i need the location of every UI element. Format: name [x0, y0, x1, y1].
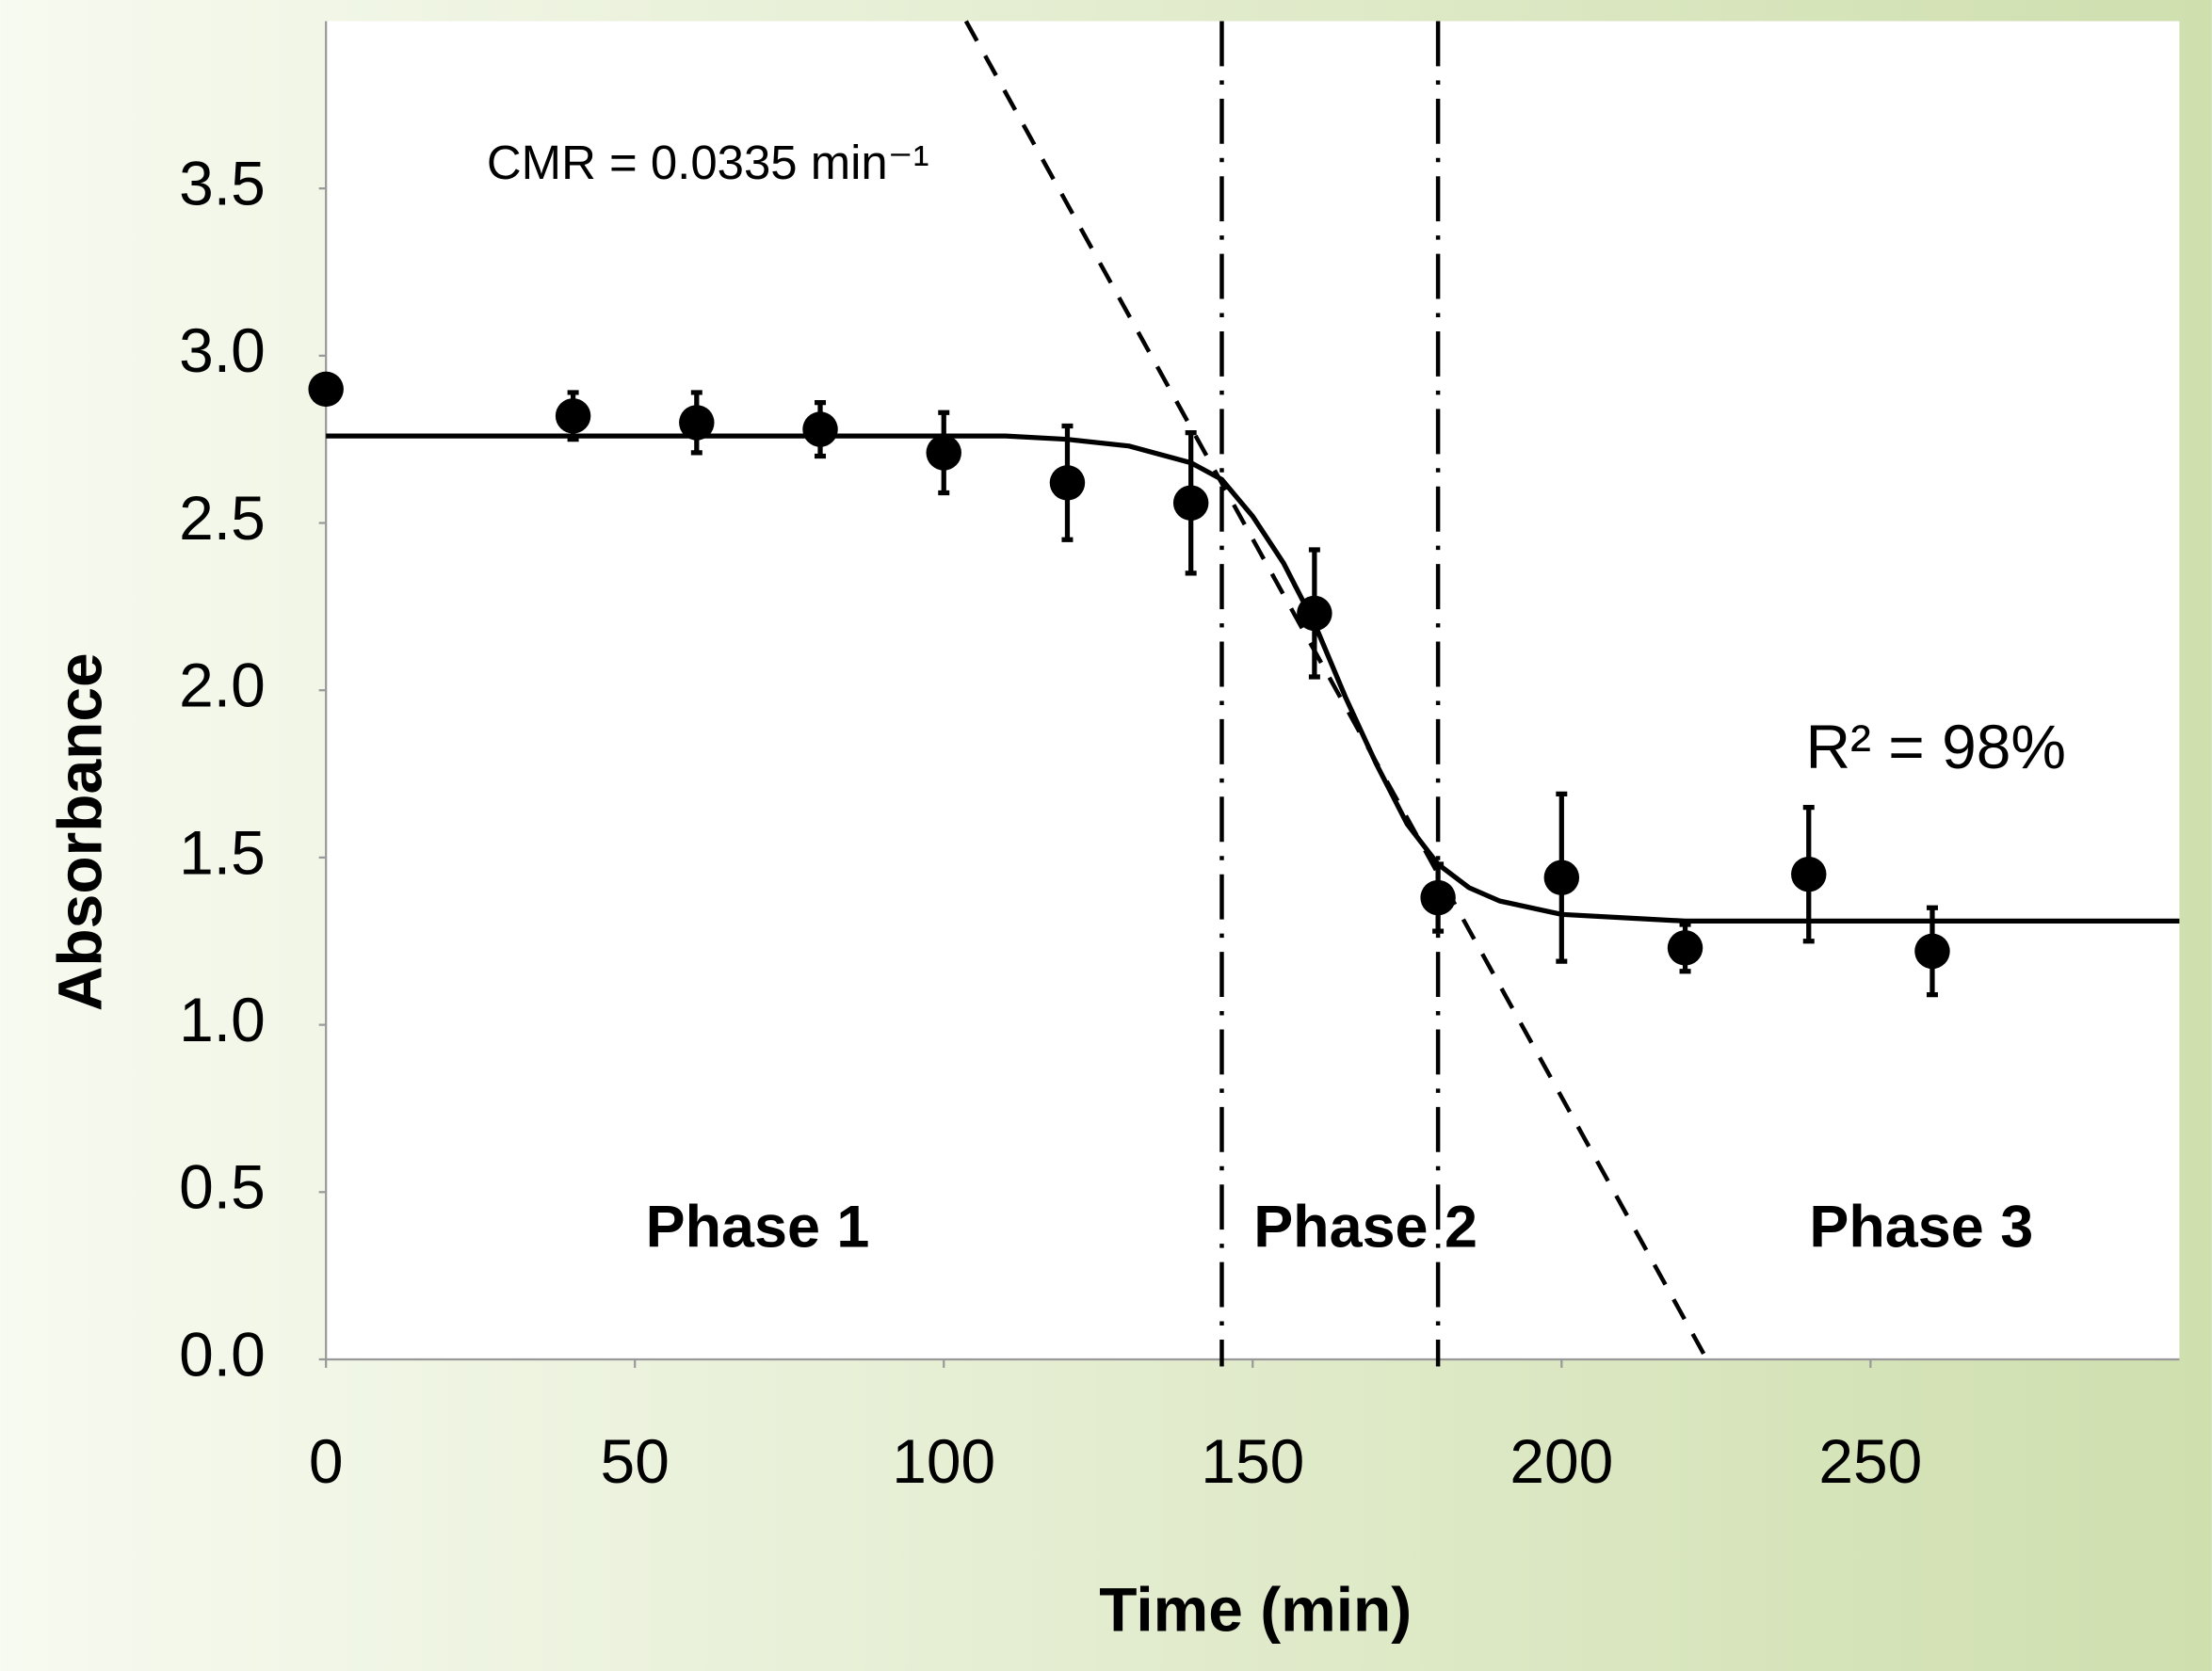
y-tick-label: 2.0	[179, 651, 266, 720]
data-point	[1791, 856, 1827, 892]
data-point	[1172, 485, 1209, 521]
data-point	[555, 398, 591, 434]
x-tick-label: 100	[892, 1426, 995, 1496]
x-tick-label: 250	[1818, 1426, 1922, 1496]
phase-label: Phase 2	[1253, 1194, 1477, 1260]
x-tick-label: 0	[309, 1426, 344, 1496]
tangent-line	[963, 20, 1709, 1361]
data-point	[1049, 465, 1086, 501]
data-point	[308, 371, 344, 408]
annotation: CMR = 0.0335 min⁻¹	[487, 136, 929, 189]
plot-area	[326, 21, 2180, 1359]
x-axis-title: Time (min)	[1099, 1574, 1412, 1644]
x-tick-label: 200	[1510, 1426, 1613, 1496]
data-point	[1914, 933, 1950, 970]
fit-curve	[326, 433, 2180, 924]
y-axis-title: Absorbance	[44, 652, 114, 1011]
y-tick-label: 0.5	[179, 1152, 266, 1222]
x-tick-label: 150	[1201, 1426, 1304, 1496]
annotation: R² = 98%	[1805, 712, 2066, 781]
data-point	[1543, 860, 1580, 895]
y-tick-label: 3.5	[179, 149, 266, 218]
x-tick-label: 50	[601, 1426, 670, 1496]
phase-label: Phase 3	[1809, 1194, 2033, 1260]
phase-label: Phase 1	[646, 1194, 870, 1260]
data-point	[679, 405, 715, 441]
data-point	[1667, 930, 1703, 966]
y-tick-label: 1.5	[179, 817, 266, 887]
y-tick-label: 2.5	[179, 483, 266, 553]
data-point	[926, 435, 961, 471]
data-point	[802, 411, 838, 447]
y-tick-label: 1.0	[179, 985, 266, 1054]
y-tick-label: 0.0	[179, 1319, 266, 1389]
y-tick-label: 3.0	[179, 315, 266, 385]
